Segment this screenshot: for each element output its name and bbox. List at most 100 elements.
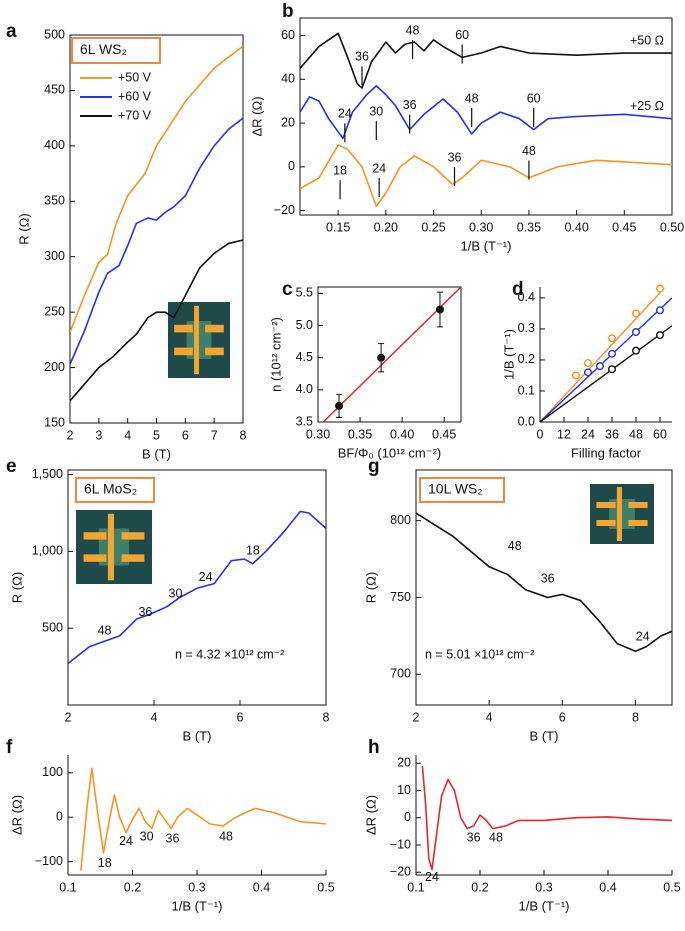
y-axis-label: R (Ω) [16,213,31,244]
annotation: 60 [455,28,469,42]
inset-electrode [121,554,145,562]
x-tick-label: 0.30 [306,427,330,441]
inset-electrode [205,324,224,333]
panel-letter: b [282,1,294,22]
inset-electrode [107,513,114,581]
y-tick-label: 20 [281,115,295,129]
x-tick-label: 0.25 [421,220,445,234]
x-tick-label: 2 [67,428,74,442]
y-tick-label: 0.2 [518,352,535,366]
annotation: 48 [98,624,112,638]
x-tick-label: 0.1 [59,880,76,894]
y-tick-label: 0.4 [518,290,535,304]
x-tick-label: 0.4 [253,880,270,894]
y-tick-label: 350 [44,194,65,208]
x-tick-label: 4 [486,710,493,724]
fit-line [540,325,672,422]
data-line [80,767,326,871]
y-tick-label: 500 [42,620,63,634]
y-tick-label: 1,000 [32,544,63,558]
panel-title: 6L WS₂ [80,41,127,57]
y-tick-label: 450 [44,83,65,97]
panel-letter: h [368,737,380,758]
x-axis-label: 1/B (T⁻¹) [519,898,570,913]
fit-line [540,288,665,422]
x-tick-label: 2 [65,710,72,724]
y-tick-label: 4.5 [296,350,313,364]
data-line [421,765,672,871]
x-axis-label: B (T) [142,446,171,461]
data-point [656,284,665,293]
inset-electrode [121,532,145,540]
y-tick-label: −20 [390,865,411,879]
data-point [632,309,641,318]
annotation: 48 [406,23,420,37]
data-point [608,365,617,374]
annotation: 36 [403,98,417,112]
x-axis-label: Filling factor [571,445,642,460]
x-tick-label: 7 [211,428,218,442]
annotation: 24 [338,107,352,121]
data-line [300,144,672,208]
inset-electrode [628,520,648,526]
x-tick-label: 0.45 [432,427,456,441]
x-tick-label: 0.50 [660,220,684,234]
y-axis-label: 1/B (T⁻¹) [501,329,516,380]
y-axis-label: n (10¹² cm⁻²) [268,317,283,392]
x-tick-label: 0.35 [348,427,372,441]
annotation: 36 [355,50,369,64]
x-axis-label: 1/B (T⁻¹) [172,898,223,913]
annotation: 18 [246,544,260,558]
panel: 0 12 24 36 48 60 0.0 0.1 0.2 0.3 0.4 Filling factor… [501,279,672,460]
inset-electrode [194,305,199,375]
y-tick-label: 0 [404,810,411,824]
x-tick-label: 4 [124,428,131,442]
y-tick-label: 5.0 [296,318,313,332]
x-tick-label: 12 [557,427,571,441]
annotation: 48 [465,91,479,105]
annotation: 36 [138,605,152,619]
x-axis-label: B (T) [183,728,212,743]
x-axis-label: B (T) [530,728,559,743]
y-tick-label: 60 [281,28,295,42]
y-axis-label: ΔR (Ω) [9,795,24,835]
annotation: 48 [508,539,522,553]
y-tick-label: 10 [397,783,411,797]
data-point [596,362,605,371]
legend-label: +50 V [118,70,152,84]
x-tick-label: 0.20 [374,220,398,234]
plot-frame [317,286,462,423]
x-tick-label: 0.3 [535,880,552,894]
y-tick-label: 40 [281,72,295,86]
y-tick-label: 5.5 [296,286,313,300]
data-line [68,510,326,665]
annotation: 36 [541,571,555,585]
data-point [335,401,344,410]
y-tick-label: 750 [390,590,411,604]
y-tick-label: 250 [44,304,65,318]
data-point [608,334,617,343]
title-box [71,37,161,64]
panel: 2 3 4 5 6 7 8 150 200 250 300 350 400 450 500 B (T) R (Ω… [6,21,247,461]
x-tick-label: 0.15 [326,220,350,234]
x-tick-label: 48 [629,427,643,441]
x-tick-label: 8 [632,710,639,724]
y-tick-label: 0.3 [518,321,535,335]
x-tick-label: 0.40 [390,427,414,441]
y-tick-label: −10 [390,837,411,851]
panel-letter: a [6,21,17,42]
data-line [70,117,243,365]
panel-title: 6L MoS₂ [84,481,137,497]
x-tick-label: 0.5 [317,880,334,894]
panel-letter: e [6,456,17,477]
annotation: 30 [169,587,183,601]
annotation: 18 [98,856,112,870]
y-tick-label: 500 [44,27,65,41]
y-tick-label: 4.0 [296,382,313,396]
panel-letter: c [282,279,293,300]
data-line [70,239,243,402]
x-tick-label: 8 [323,710,330,724]
data-point [572,371,581,380]
panel: 0.1 0.2 0.3 0.4 0.5 −20 −10 0 10 20 1/B (T⁻¹) ΔR (Ω… [363,737,680,913]
